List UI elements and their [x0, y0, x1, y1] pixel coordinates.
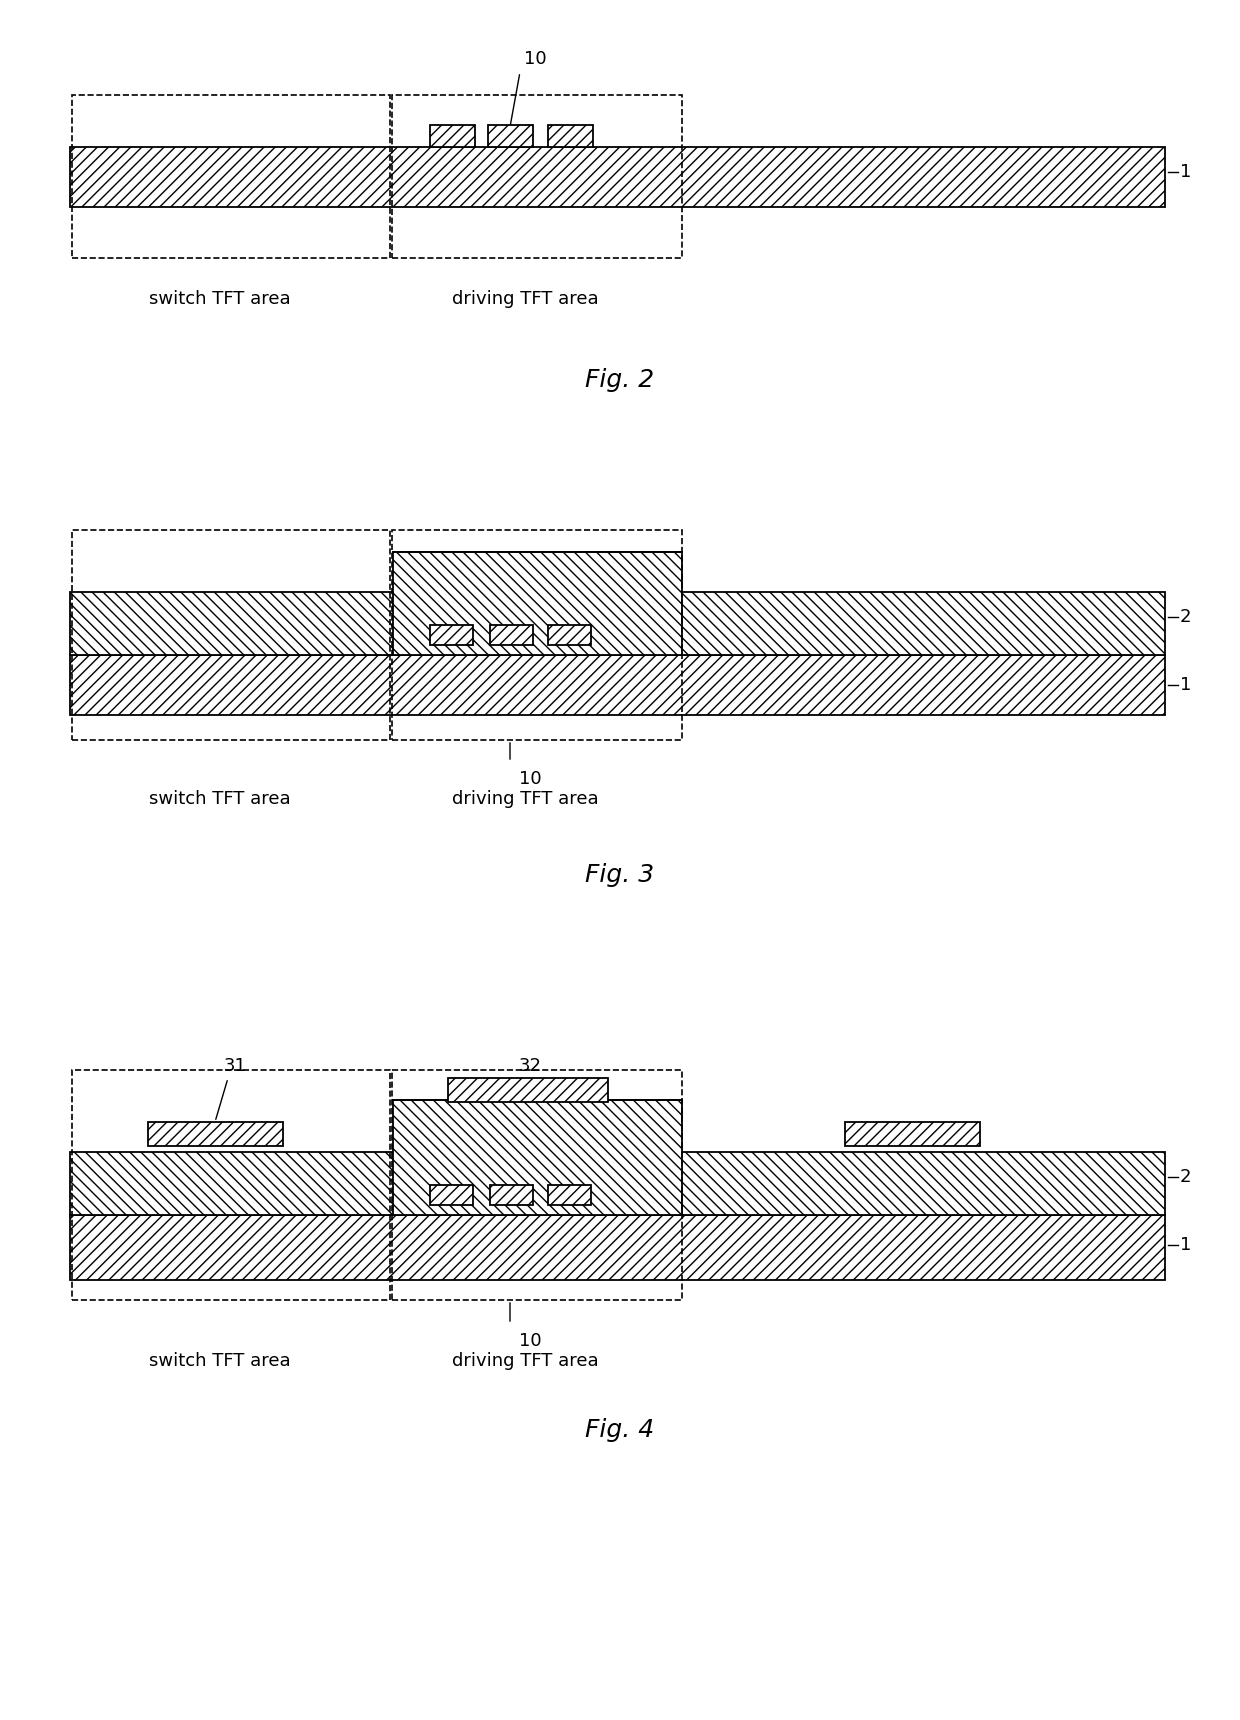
Bar [148, 1121, 283, 1146]
Bar [430, 1185, 472, 1206]
Text: switch TFT area: switch TFT area [149, 291, 291, 308]
Text: 10: 10 [518, 1331, 542, 1350]
Text: 1: 1 [1180, 1237, 1192, 1254]
Text: driving TFT area: driving TFT area [451, 789, 599, 808]
Text: 1: 1 [1180, 163, 1192, 181]
Text: 32: 32 [518, 1058, 542, 1075]
Text: 31: 31 [223, 1058, 247, 1075]
Bar [69, 1152, 1166, 1214]
Bar [69, 592, 1166, 655]
Bar [393, 552, 682, 655]
Bar [69, 1214, 1166, 1280]
Bar [430, 624, 472, 645]
Bar [392, 1070, 682, 1300]
Text: Fig. 2: Fig. 2 [585, 368, 655, 392]
Text: 1: 1 [1180, 676, 1192, 693]
Bar [393, 1101, 682, 1214]
Bar [72, 1070, 391, 1300]
Text: driving TFT area: driving TFT area [451, 291, 599, 308]
Text: switch TFT area: switch TFT area [149, 789, 291, 808]
Bar [548, 624, 591, 645]
Bar [392, 95, 682, 258]
Bar [392, 530, 682, 740]
Bar [430, 126, 475, 146]
Bar [844, 1121, 980, 1146]
Text: driving TFT area: driving TFT area [451, 1352, 599, 1371]
Bar [72, 95, 391, 258]
Text: Fig. 4: Fig. 4 [585, 1417, 655, 1441]
Text: 2: 2 [1180, 607, 1192, 626]
Text: Fig. 3: Fig. 3 [585, 863, 655, 888]
Bar [69, 655, 1166, 716]
Bar [548, 126, 593, 146]
Bar [490, 624, 533, 645]
Bar [490, 1185, 533, 1206]
Text: 2: 2 [1180, 1168, 1192, 1187]
Bar [448, 1078, 608, 1103]
Text: 10: 10 [523, 50, 547, 69]
Bar [489, 126, 533, 146]
Bar [69, 146, 1166, 206]
Bar [72, 530, 391, 740]
Text: switch TFT area: switch TFT area [149, 1352, 291, 1371]
Text: 10: 10 [518, 771, 542, 788]
Bar [548, 1185, 591, 1206]
